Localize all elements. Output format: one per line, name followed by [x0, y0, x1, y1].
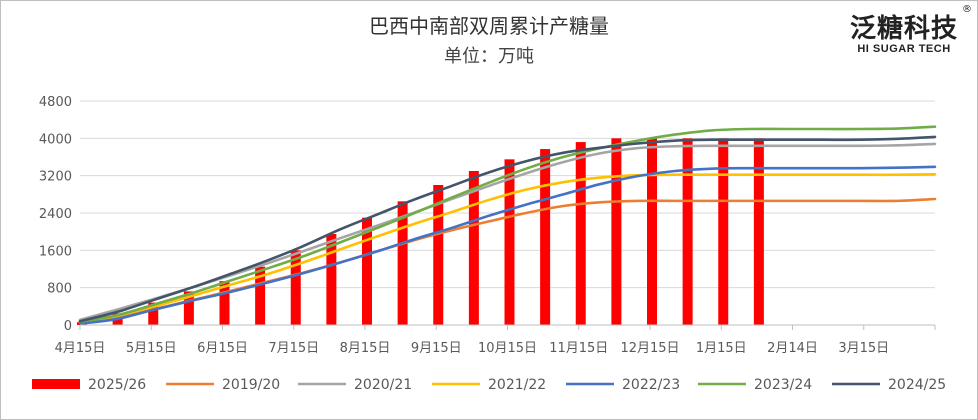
x-tick-label: 5月15日 [126, 341, 177, 356]
bar-2025-26 [219, 281, 230, 325]
chart-title: 巴西中南部双周累计产糖量 [369, 14, 609, 38]
bar-series [77, 138, 764, 325]
x-tick-label: 3月15日 [838, 341, 889, 356]
chart-subtitle: 单位：万吨 [444, 46, 534, 67]
bar-2025-26 [718, 138, 729, 325]
series-line-2024-25 [78, 135, 937, 323]
axes: 0 800 1600 2400 3200 4000 4800 4月15日 5月15日 6月15日 7… [39, 95, 936, 356]
y-tick-label: 0 [64, 319, 72, 334]
logo-chinese-text: 泛糖科技 [849, 14, 958, 44]
x-tick-label: 4月15日 [55, 341, 106, 356]
legend-label: 2020/21 [354, 377, 412, 393]
y-tick-label: 800 [47, 282, 72, 297]
x-tick-label: 7月15日 [268, 341, 319, 356]
bar-2025-26 [326, 234, 337, 325]
series-line-2022-23 [78, 165, 937, 325]
x-tick-label: 2月14日 [767, 341, 818, 356]
x-tick-label: 10月15日 [478, 341, 537, 356]
x-tick-label: 1月15日 [696, 341, 747, 356]
bar-2025-26 [504, 159, 515, 325]
y-tick-label: 4000 [39, 132, 72, 147]
legend-label: 2025/26 [88, 377, 146, 393]
y-tick-label: 1600 [39, 244, 72, 259]
bar-2025-26 [183, 291, 194, 325]
bar-2025-26 [611, 138, 622, 325]
bar-2025-26 [682, 138, 693, 325]
bar-2025-26 [468, 171, 479, 325]
x-tick-label: 6月15日 [197, 341, 248, 356]
legend: 2025/26 2019/20 2020/21 2021/22 2022/23 2023/… [32, 377, 946, 393]
x-tick-label: 12月15日 [620, 341, 679, 356]
line-series [78, 125, 937, 325]
bar-2025-26 [433, 185, 444, 325]
legend-label: 2023/24 [754, 377, 812, 393]
x-tick-label: 8月15日 [340, 341, 391, 356]
x-tick-label: 9月15日 [411, 341, 462, 356]
series-line-2021-22 [78, 172, 937, 324]
bar-2025-26 [753, 138, 764, 325]
logo-english-text: HI SUGAR TECH [857, 43, 951, 55]
bar-2025-26 [397, 201, 408, 325]
bar-2025-26 [647, 138, 657, 325]
series-line-2023-24 [78, 125, 937, 324]
bar-2025-26 [362, 217, 372, 325]
legend-label: 2022/23 [622, 377, 680, 393]
bar-2025-26 [540, 149, 551, 325]
y-tick-label: 3200 [39, 170, 72, 185]
y-tick-label: 2400 [39, 207, 72, 222]
brand-logo: 泛糖科技 ® HI SUGAR TECH [836, 4, 972, 55]
bar-2025-26 [255, 266, 266, 325]
bar-2025-26 [148, 302, 159, 325]
x-tick-label: 11月15日 [549, 341, 608, 356]
bar-2025-26 [575, 142, 586, 325]
bar-2025-26 [290, 250, 301, 325]
legend-label: 2024/25 [888, 377, 946, 393]
y-tick-label: 4800 [39, 95, 72, 110]
legend-label: 2021/22 [488, 377, 546, 393]
legend-label: 2019/20 [222, 377, 280, 393]
legend-swatch-bar [32, 379, 80, 389]
registered-mark: ® [962, 4, 972, 15]
